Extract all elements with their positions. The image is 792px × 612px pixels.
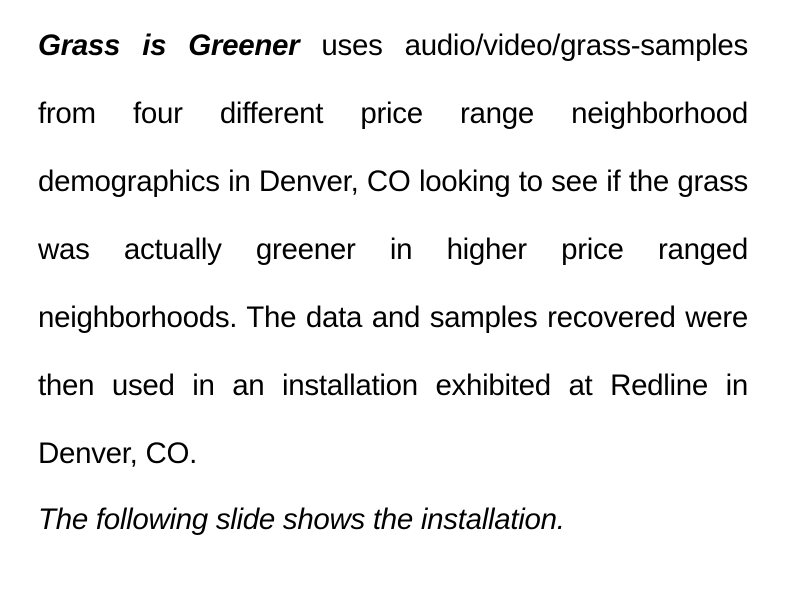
slide-content: Grass is Greener uses audio/video/grass-… bbox=[38, 0, 748, 612]
project-title: Grass is Greener bbox=[38, 29, 300, 62]
description-paragraph: Grass is Greener uses audio/video/grass-… bbox=[38, 0, 748, 488]
installation-caption: The following slide shows the installati… bbox=[38, 503, 565, 536]
description-text: uses audio/video/grass-samples from four… bbox=[38, 29, 748, 470]
